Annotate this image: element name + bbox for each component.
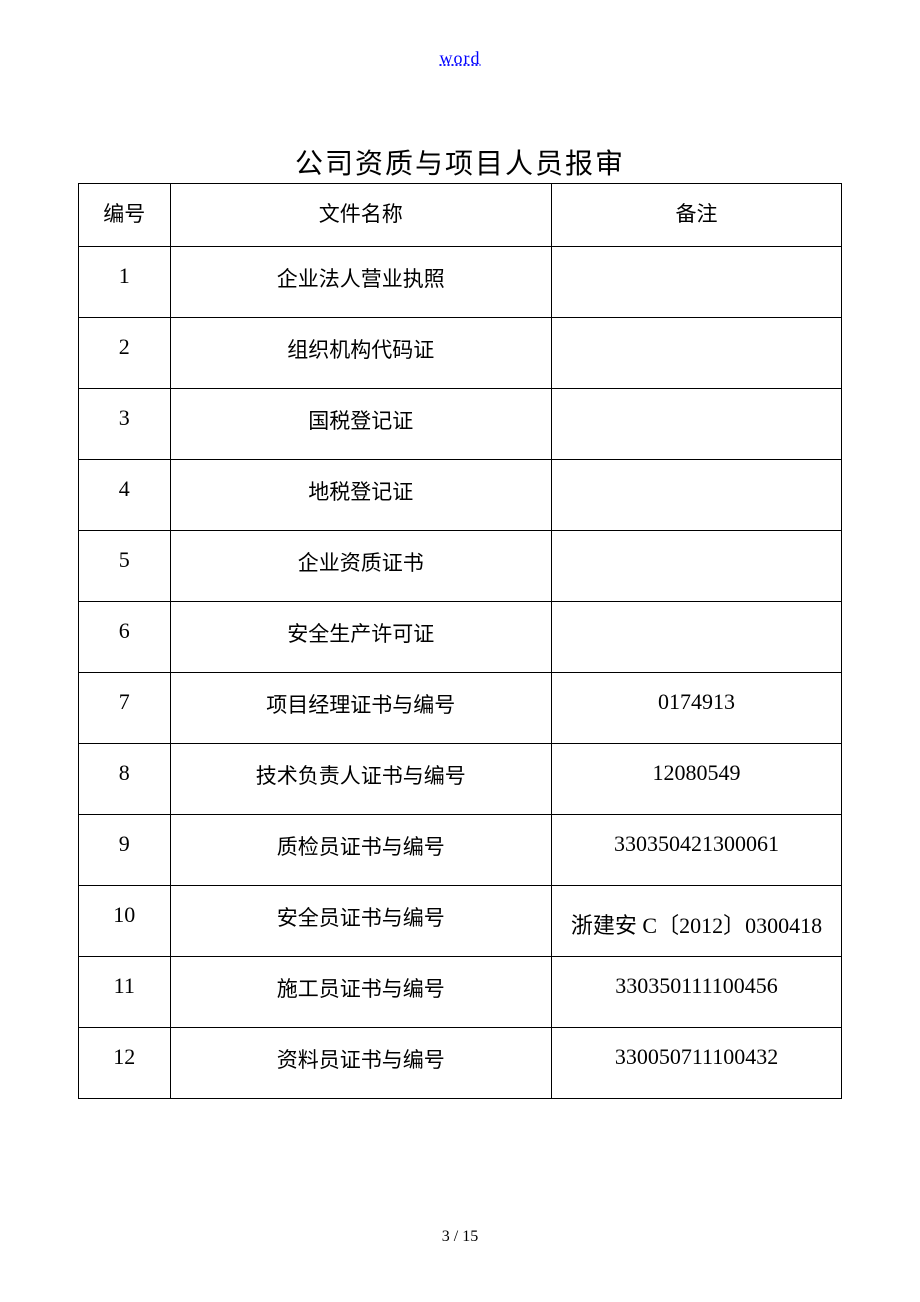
cell-filename: 质检员证书与编号 xyxy=(170,815,552,886)
cell-number: 1 xyxy=(79,247,171,318)
table-row: 4 地税登记证 xyxy=(79,460,842,531)
cell-filename: 组织机构代码证 xyxy=(170,318,552,389)
table-row: 12 资料员证书与编号 330050711100432 xyxy=(79,1028,842,1099)
page-title: 公司资质与项目人员报审 xyxy=(295,142,625,182)
table-row: 5 企业资质证书 xyxy=(79,531,842,602)
cell-note: 12080549 xyxy=(552,744,842,815)
cell-note xyxy=(552,602,842,673)
cell-number: 5 xyxy=(79,531,171,602)
cell-number: 3 xyxy=(79,389,171,460)
column-header-note: 备注 xyxy=(552,184,842,247)
column-header-filename: 文件名称 xyxy=(170,184,552,247)
cell-filename: 企业法人营业执照 xyxy=(170,247,552,318)
cell-filename: 施工员证书与编号 xyxy=(170,957,552,1028)
cell-filename: 技术负责人证书与编号 xyxy=(170,744,552,815)
cell-note xyxy=(552,460,842,531)
table-row: 6 安全生产许可证 xyxy=(79,602,842,673)
cell-filename: 国税登记证 xyxy=(170,389,552,460)
cell-filename: 地税登记证 xyxy=(170,460,552,531)
table-row: 9 质检员证书与编号 330350421300061 xyxy=(79,815,842,886)
table-row: 3 国税登记证 xyxy=(79,389,842,460)
table-row: 8 技术负责人证书与编号 12080549 xyxy=(79,744,842,815)
cell-note: 330350421300061 xyxy=(552,815,842,886)
cell-filename: 企业资质证书 xyxy=(170,531,552,602)
cell-note xyxy=(552,389,842,460)
cell-number: 12 xyxy=(79,1028,171,1099)
cell-number: 11 xyxy=(79,957,171,1028)
header-link[interactable]: word xyxy=(440,48,481,69)
cell-number: 4 xyxy=(79,460,171,531)
column-header-number: 编号 xyxy=(79,184,171,247)
cell-filename: 安全生产许可证 xyxy=(170,602,552,673)
cell-note xyxy=(552,318,842,389)
cell-note xyxy=(552,247,842,318)
qualification-table-container: 编号 文件名称 备注 1 企业法人营业执照 2 组织机构代码证 3 国税登记证 xyxy=(78,183,842,1099)
cell-filename: 项目经理证书与编号 xyxy=(170,673,552,744)
cell-filename: 安全员证书与编号 xyxy=(170,886,552,957)
cell-note: 浙建安 C〔2012〕0300418 xyxy=(552,886,842,957)
cell-note: 330350111100456 xyxy=(552,957,842,1028)
table-header-row: 编号 文件名称 备注 xyxy=(79,184,842,247)
table-row: 7 项目经理证书与编号 0174913 xyxy=(79,673,842,744)
cell-number: 7 xyxy=(79,673,171,744)
table-row: 10 安全员证书与编号 浙建安 C〔2012〕0300418 xyxy=(79,886,842,957)
table-row: 11 施工员证书与编号 330350111100456 xyxy=(79,957,842,1028)
cell-filename: 资料员证书与编号 xyxy=(170,1028,552,1099)
cell-number: 9 xyxy=(79,815,171,886)
qualification-table: 编号 文件名称 备注 1 企业法人营业执照 2 组织机构代码证 3 国税登记证 xyxy=(78,183,842,1099)
table-row: 2 组织机构代码证 xyxy=(79,318,842,389)
cell-note: 330050711100432 xyxy=(552,1028,842,1099)
cell-number: 10 xyxy=(79,886,171,957)
cell-number: 2 xyxy=(79,318,171,389)
cell-number: 8 xyxy=(79,744,171,815)
cell-note: 0174913 xyxy=(552,673,842,744)
cell-number: 6 xyxy=(79,602,171,673)
page-number: 3 / 15 xyxy=(442,1228,478,1246)
table-row: 1 企业法人营业执照 xyxy=(79,247,842,318)
cell-note xyxy=(552,531,842,602)
